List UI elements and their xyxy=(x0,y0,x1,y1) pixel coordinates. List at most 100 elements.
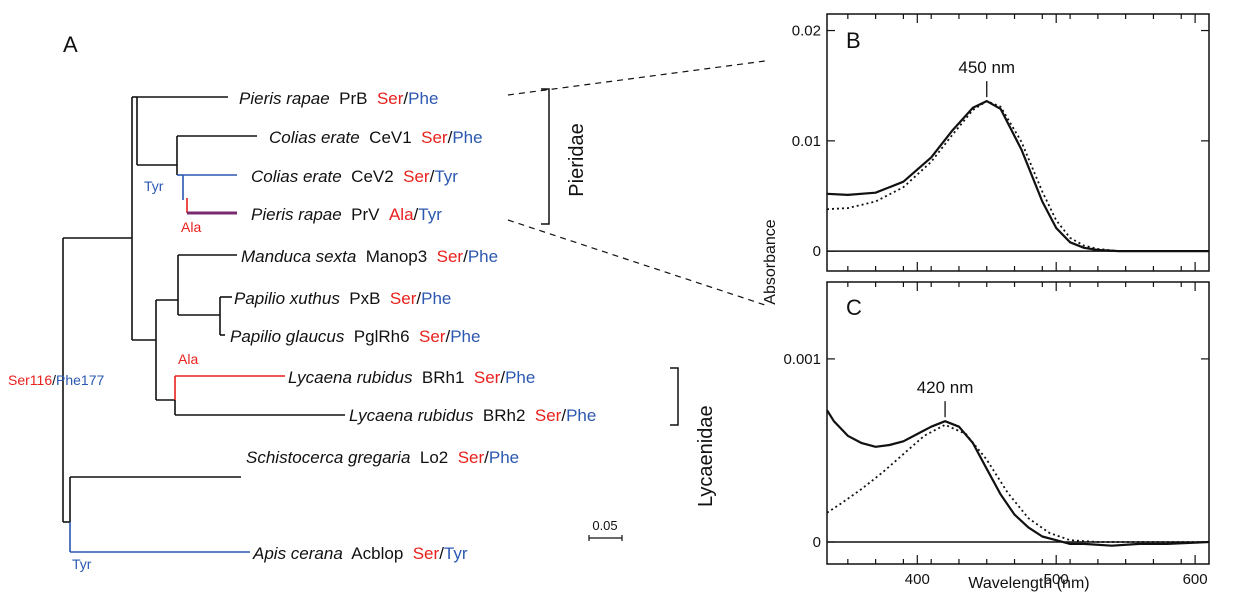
lycaenidae-label: Lycaenidae xyxy=(695,405,717,507)
taxon-label: Lycaena rubidus BRh2 Ser/Phe xyxy=(349,406,596,425)
taxon-species: Colias erate xyxy=(269,128,360,147)
taxon-residue-177: Phe xyxy=(450,327,480,346)
taxon-residue-separator: / xyxy=(414,205,419,224)
taxon-residue-separator: / xyxy=(561,406,566,425)
x-tick-label: 600 xyxy=(1183,571,1208,588)
taxon-gene: Manop3 xyxy=(356,247,436,266)
x-axis-label: Wavelength (nm) xyxy=(968,575,1089,592)
scale-bar-label: 0.05 xyxy=(592,518,617,533)
taxon-gene: PglRh6 xyxy=(344,327,419,346)
lycaenidae-bracket xyxy=(670,367,679,426)
taxon-residue-177: Tyr xyxy=(418,205,442,224)
taxon-gene: BRh2 xyxy=(473,406,534,425)
taxon-residue-separator: / xyxy=(430,167,435,186)
taxon-gene: Acblop xyxy=(343,544,413,563)
taxon-residue-116: Ser xyxy=(458,448,485,467)
taxon-residue-separator: / xyxy=(416,289,421,308)
taxon-residue-177: Phe xyxy=(452,128,482,147)
y-axis-label: Absorbance xyxy=(762,219,779,304)
scale-bar xyxy=(588,535,623,541)
y-tick-label: 0.001 xyxy=(783,351,821,368)
mutation-label-ala-prv: Ala xyxy=(181,219,201,235)
mutation-label-ala-lycaena: Ala xyxy=(178,351,198,367)
taxon-residue-177: Phe xyxy=(468,247,498,266)
taxon-species: Manduca sexta xyxy=(241,247,356,266)
taxon-residue-116: Ser xyxy=(474,368,501,387)
series-line-solid xyxy=(826,99,1209,253)
taxon-label: Schistocerca gregaria Lo2 Ser/Phe xyxy=(246,448,519,467)
connector-top xyxy=(507,60,766,96)
y-tick-label: 0.01 xyxy=(792,133,821,150)
taxon-species: Pieris rapae xyxy=(239,89,330,108)
taxon-residue-separator: / xyxy=(500,368,505,387)
taxon-gene: CeV1 xyxy=(360,128,421,147)
panel-label-b: B xyxy=(846,28,861,53)
root-slash: / xyxy=(52,372,56,388)
taxon-label: Pieris rapae PrB Ser/Phe xyxy=(239,89,438,108)
taxon-species: Apis cerana xyxy=(252,544,343,563)
taxon-species: Papilio xuthus xyxy=(234,289,340,308)
peak-label: 420 nm xyxy=(917,378,974,397)
spectrum-panel-b: 0 0.01 0.02 450 nm xyxy=(792,13,1210,272)
taxon-residue-177: Tyr xyxy=(444,544,468,563)
mutation-label-tyr-colias: Tyr xyxy=(144,178,164,194)
series-line-dotted xyxy=(826,423,1209,543)
pieridae-bracket xyxy=(541,88,550,225)
y-tick-label: 0.02 xyxy=(792,23,821,40)
x-tick-label: 500 xyxy=(1044,571,1069,588)
taxon-label: Papilio glaucus PglRh6 Ser/Phe xyxy=(230,327,480,346)
taxon-label: Manduca sexta Manop3 Ser/Phe xyxy=(241,247,498,266)
taxon-residue-116: Ser xyxy=(390,289,417,308)
taxon-residue-116: Ser xyxy=(421,128,448,147)
taxon-species: Colias erate xyxy=(251,167,342,186)
spectrum-panel-c: 0 0.001 400 500 600 420 nm xyxy=(783,281,1210,588)
taxon-species: Schistocerca gregaria xyxy=(246,448,410,467)
panel-label-c: C xyxy=(846,295,862,320)
taxon-residue-116: Ser xyxy=(437,247,464,266)
series-line-dotted xyxy=(826,100,1209,253)
phylogenetic-tree xyxy=(62,96,345,553)
taxon-residue-177: Phe xyxy=(489,448,519,467)
taxon-residue-separator: / xyxy=(445,327,450,346)
root-aa2: Phe177 xyxy=(56,372,104,388)
peak-label: 450 nm xyxy=(958,58,1015,77)
series-line-solid xyxy=(826,409,1210,547)
root-mutation-label: Ser116/Phe177 xyxy=(8,372,104,388)
taxon-label: Lycaena rubidus BRh1 Ser/Phe xyxy=(288,368,535,387)
taxon-label: Apis cerana Acblop Ser/Tyr xyxy=(252,544,468,563)
pieridae-label: Pieridae xyxy=(566,123,588,196)
taxon-residue-177: Phe xyxy=(566,406,596,425)
taxon-residue-separator: / xyxy=(448,128,453,147)
plot-frame xyxy=(826,281,1210,565)
x-tick-label: 400 xyxy=(905,571,930,588)
connector-bottom xyxy=(507,219,766,306)
taxon-residue-separator: / xyxy=(463,247,468,266)
taxon-label: Colias erate CeV2 Ser/Tyr xyxy=(251,167,458,186)
taxon-label: Colias erate CeV1 Ser/Phe xyxy=(269,128,483,147)
taxon-residue-177: Phe xyxy=(505,368,535,387)
taxon-residue-116: Ser xyxy=(377,89,404,108)
taxon-species: Papilio glaucus xyxy=(230,327,345,346)
taxon-species: Pieris rapae xyxy=(251,205,342,224)
taxon-residue-177: Tyr xyxy=(434,167,458,186)
taxon-gene: PrB xyxy=(330,89,377,108)
taxon-label: Pieris rapae PrV Ala/Tyr xyxy=(251,205,442,224)
mutation-label-tyr-apis: Tyr xyxy=(72,556,92,572)
taxon-species: Lycaena rubidus xyxy=(288,368,413,387)
y-tick-label: 0 xyxy=(813,534,821,551)
taxon-residue-separator: / xyxy=(484,448,489,467)
taxon-gene: Lo2 xyxy=(410,448,457,467)
taxon-species: Lycaena rubidus xyxy=(349,406,474,425)
panel-label-a: A xyxy=(63,32,78,57)
taxon-residue-separator: / xyxy=(439,544,444,563)
taxon-residue-116: Ser xyxy=(403,167,430,186)
taxon-residue-116: Ser xyxy=(535,406,562,425)
plot-frame xyxy=(826,13,1210,272)
taxon-gene: PxB xyxy=(340,289,390,308)
taxon-gene: CeV2 xyxy=(342,167,403,186)
taxon-residue-116: Ala xyxy=(389,205,414,224)
taxon-gene: BRh1 xyxy=(412,368,473,387)
y-tick-label: 0 xyxy=(813,243,821,260)
